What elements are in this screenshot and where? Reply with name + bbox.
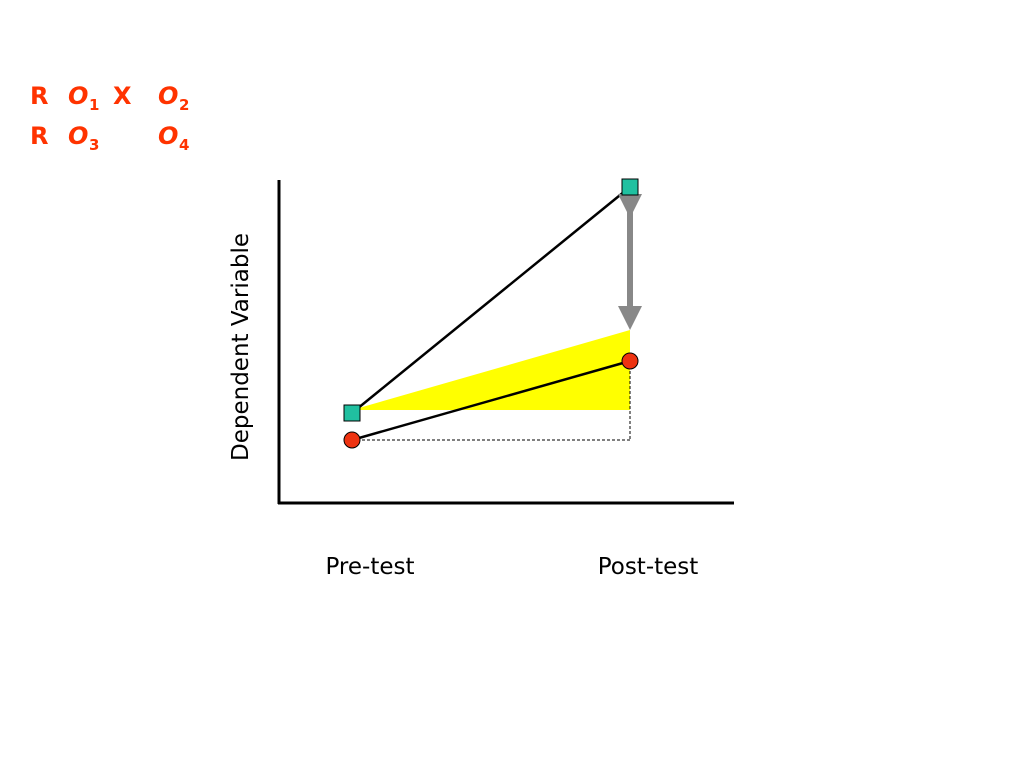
observation-sub: 2 (179, 96, 189, 114)
group-label: R (30, 122, 48, 150)
observation-sub: 3 (89, 136, 99, 154)
observation-sub: 1 (89, 96, 99, 114)
control-point (621, 352, 639, 370)
treatment-point (343, 404, 361, 422)
control-line (351, 359, 631, 442)
effect-area (352, 330, 630, 410)
x-label: Pre-test (325, 554, 414, 580)
group-label: R (30, 82, 48, 110)
control-point (343, 431, 361, 449)
treatment-line (351, 186, 631, 414)
y-axis-label: Dependent Variable (228, 233, 254, 461)
treatment: X (113, 82, 132, 110)
x-label: Post-test (598, 554, 699, 580)
observation-sub: 4 (179, 136, 189, 154)
observation: O (68, 122, 88, 150)
observation: O (68, 82, 88, 110)
observation: O (158, 122, 178, 150)
design-notation: R O 1 X O 2 R O 3 O 4 (30, 82, 189, 154)
observation: O (158, 82, 178, 110)
treatment-point (621, 178, 639, 196)
